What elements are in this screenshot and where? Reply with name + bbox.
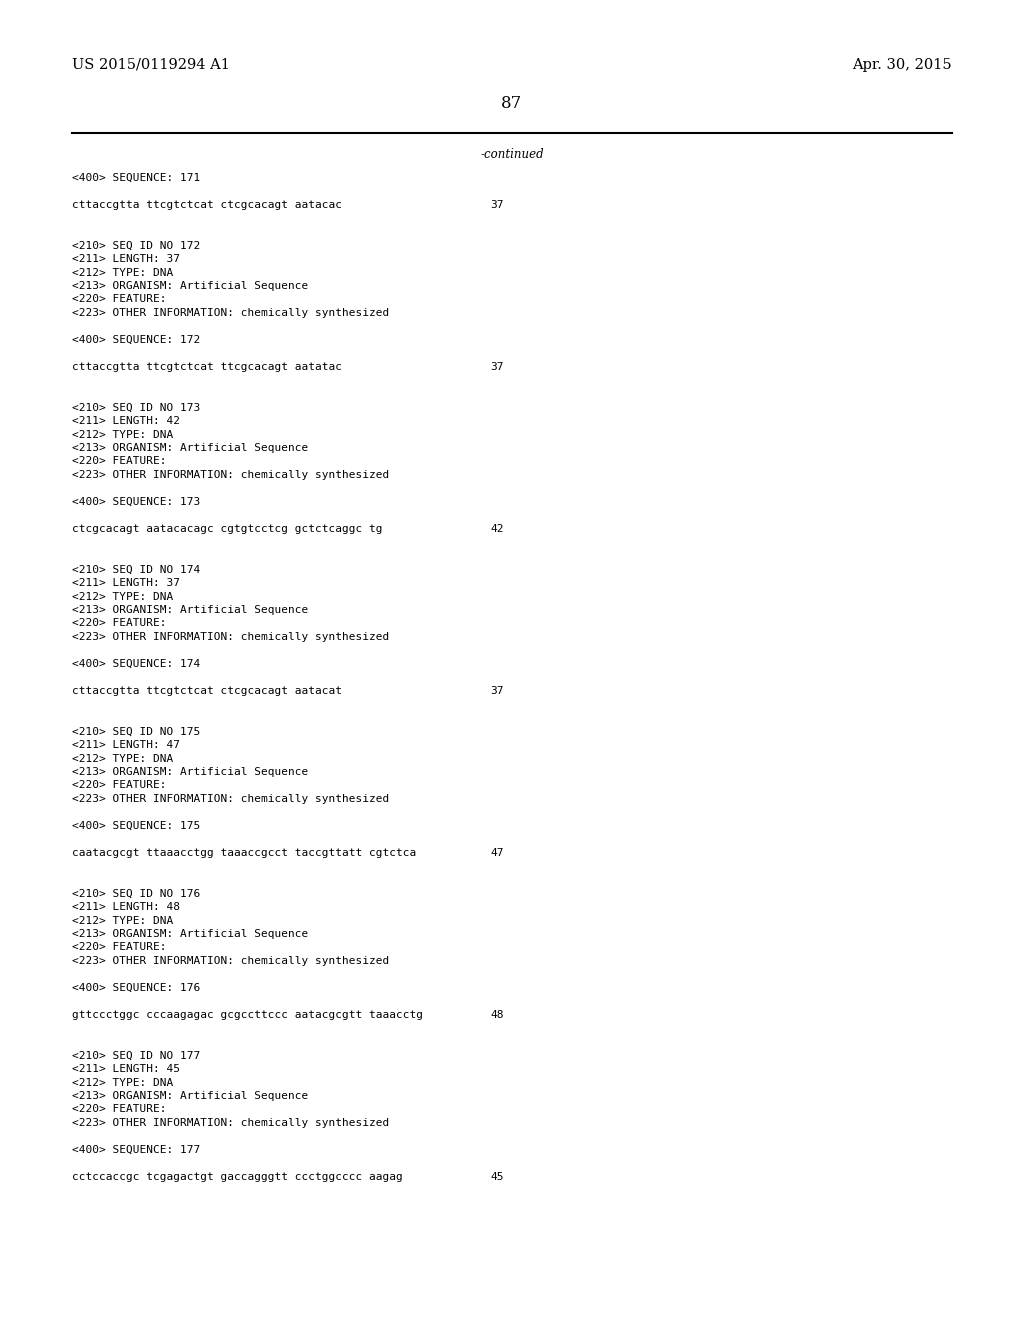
Text: <212> TYPE: DNA: <212> TYPE: DNA [72,754,173,763]
Text: 47: 47 [490,847,504,858]
Text: <223> OTHER INFORMATION: chemically synthesized: <223> OTHER INFORMATION: chemically synt… [72,632,389,642]
Text: <211> LENGTH: 48: <211> LENGTH: 48 [72,902,180,912]
Text: <223> OTHER INFORMATION: chemically synthesized: <223> OTHER INFORMATION: chemically synt… [72,308,389,318]
Text: cttaccgtta ttcgtctcat ttcgcacagt aatatac: cttaccgtta ttcgtctcat ttcgcacagt aatatac [72,362,342,372]
Text: <213> ORGANISM: Artificial Sequence: <213> ORGANISM: Artificial Sequence [72,444,308,453]
Text: cttaccgtta ttcgtctcat ctcgcacagt aatacat: cttaccgtta ttcgtctcat ctcgcacagt aatacat [72,686,342,696]
Text: 42: 42 [490,524,504,535]
Text: <220> FEATURE:: <220> FEATURE: [72,619,167,628]
Text: gttccctggc cccaagagac gcgccttccc aatacgcgtt taaacctg: gttccctggc cccaagagac gcgccttccc aatacgc… [72,1010,423,1020]
Text: <400> SEQUENCE: 174: <400> SEQUENCE: 174 [72,659,201,669]
Text: <212> TYPE: DNA: <212> TYPE: DNA [72,591,173,602]
Text: 37: 37 [490,201,504,210]
Text: <223> OTHER INFORMATION: chemically synthesized: <223> OTHER INFORMATION: chemically synt… [72,956,389,966]
Text: -continued: -continued [480,148,544,161]
Text: <211> LENGTH: 45: <211> LENGTH: 45 [72,1064,180,1074]
Text: 87: 87 [502,95,522,112]
Text: <211> LENGTH: 37: <211> LENGTH: 37 [72,578,180,587]
Text: <210> SEQ ID NO 175: <210> SEQ ID NO 175 [72,726,201,737]
Text: <213> ORGANISM: Artificial Sequence: <213> ORGANISM: Artificial Sequence [72,929,308,939]
Text: <400> SEQUENCE: 175: <400> SEQUENCE: 175 [72,821,201,832]
Text: <220> FEATURE:: <220> FEATURE: [72,457,167,466]
Text: <210> SEQ ID NO 173: <210> SEQ ID NO 173 [72,403,201,412]
Text: <213> ORGANISM: Artificial Sequence: <213> ORGANISM: Artificial Sequence [72,1092,308,1101]
Text: cttaccgtta ttcgtctcat ctcgcacagt aatacac: cttaccgtta ttcgtctcat ctcgcacagt aatacac [72,201,342,210]
Text: <212> TYPE: DNA: <212> TYPE: DNA [72,916,173,925]
Text: <213> ORGANISM: Artificial Sequence: <213> ORGANISM: Artificial Sequence [72,767,308,777]
Text: <210> SEQ ID NO 172: <210> SEQ ID NO 172 [72,240,201,251]
Text: <220> FEATURE:: <220> FEATURE: [72,942,167,953]
Text: <400> SEQUENCE: 171: <400> SEQUENCE: 171 [72,173,201,183]
Text: <220> FEATURE:: <220> FEATURE: [72,294,167,305]
Text: 37: 37 [490,362,504,372]
Text: Apr. 30, 2015: Apr. 30, 2015 [852,58,952,73]
Text: <210> SEQ ID NO 176: <210> SEQ ID NO 176 [72,888,201,899]
Text: ctcgcacagt aatacacagc cgtgtcctcg gctctcaggc tg: ctcgcacagt aatacacagc cgtgtcctcg gctctca… [72,524,383,535]
Text: <400> SEQUENCE: 172: <400> SEQUENCE: 172 [72,335,201,345]
Text: <220> FEATURE:: <220> FEATURE: [72,780,167,791]
Text: <212> TYPE: DNA: <212> TYPE: DNA [72,1077,173,1088]
Text: <223> OTHER INFORMATION: chemically synthesized: <223> OTHER INFORMATION: chemically synt… [72,795,389,804]
Text: <220> FEATURE:: <220> FEATURE: [72,1105,167,1114]
Text: <211> LENGTH: 42: <211> LENGTH: 42 [72,416,180,426]
Text: <212> TYPE: DNA: <212> TYPE: DNA [72,268,173,277]
Text: <400> SEQUENCE: 176: <400> SEQUENCE: 176 [72,983,201,993]
Text: 48: 48 [490,1010,504,1020]
Text: <210> SEQ ID NO 177: <210> SEQ ID NO 177 [72,1051,201,1060]
Text: <223> OTHER INFORMATION: chemically synthesized: <223> OTHER INFORMATION: chemically synt… [72,470,389,480]
Text: <400> SEQUENCE: 177: <400> SEQUENCE: 177 [72,1144,201,1155]
Text: 45: 45 [490,1172,504,1181]
Text: <211> LENGTH: 37: <211> LENGTH: 37 [72,253,180,264]
Text: <213> ORGANISM: Artificial Sequence: <213> ORGANISM: Artificial Sequence [72,605,308,615]
Text: <211> LENGTH: 47: <211> LENGTH: 47 [72,741,180,750]
Text: cctccaccgc tcgagactgt gaccagggtt ccctggcccc aagag: cctccaccgc tcgagactgt gaccagggtt ccctggc… [72,1172,402,1181]
Text: US 2015/0119294 A1: US 2015/0119294 A1 [72,58,229,73]
Text: <212> TYPE: DNA: <212> TYPE: DNA [72,429,173,440]
Text: <210> SEQ ID NO 174: <210> SEQ ID NO 174 [72,565,201,574]
Text: caatacgcgt ttaaacctgg taaaccgcct taccgttatt cgtctca: caatacgcgt ttaaacctgg taaaccgcct taccgtt… [72,847,416,858]
Text: <400> SEQUENCE: 173: <400> SEQUENCE: 173 [72,498,201,507]
Text: <213> ORGANISM: Artificial Sequence: <213> ORGANISM: Artificial Sequence [72,281,308,290]
Text: <223> OTHER INFORMATION: chemically synthesized: <223> OTHER INFORMATION: chemically synt… [72,1118,389,1129]
Text: 37: 37 [490,686,504,696]
